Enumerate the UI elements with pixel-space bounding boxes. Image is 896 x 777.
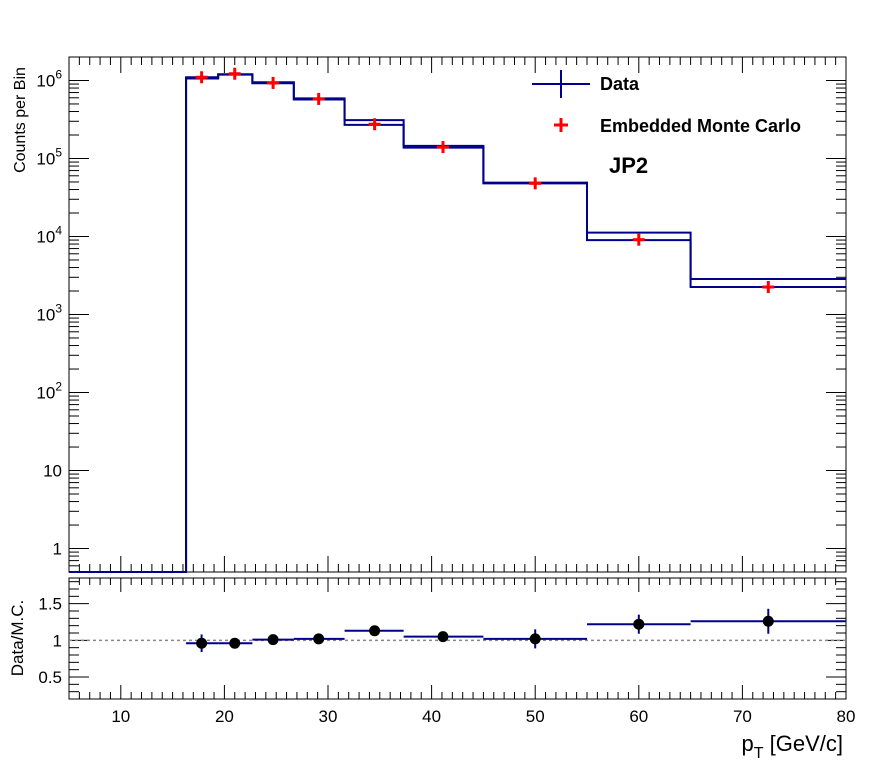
- ratio-point-marker: [267, 634, 279, 646]
- ratio-point-marker: [633, 618, 645, 630]
- x-axis-label-main: p: [741, 731, 753, 756]
- ratio-point: [690, 608, 846, 634]
- ratio-point-marker: [437, 631, 449, 643]
- x-tick-label: 70: [733, 707, 752, 726]
- ratio-point-marker: [196, 637, 208, 649]
- ratio-point-marker: [229, 637, 241, 649]
- ratio-panel-frame: [68, 577, 847, 700]
- ratio-point: [483, 629, 587, 649]
- x-tick-label: 80: [837, 707, 856, 726]
- ratio-point-marker: [313, 633, 325, 645]
- mc-marker: [228, 67, 241, 80]
- x-tick-labels: 10 20 30 40 50 60 70 80: [111, 707, 855, 726]
- ratio-point: [252, 634, 294, 646]
- ratio-point: [403, 631, 484, 643]
- ratio-point: [186, 634, 219, 653]
- ratio-y-tick-label: 1.5: [38, 595, 62, 614]
- top-y-tick-label: 102: [36, 380, 62, 403]
- top-y-axis-label: Counts per Bin: [12, 67, 29, 173]
- ratio-panel-ticks: [69, 578, 847, 700]
- top-y-tick-label-base: 10: [36, 306, 55, 325]
- trigger-annotation: JP2: [609, 153, 648, 178]
- x-axis-label: pT [GeV/c]: [741, 731, 843, 762]
- ratio-point: [344, 625, 404, 637]
- ratio-point: [587, 614, 691, 634]
- top-y-tick-label: 104: [36, 223, 62, 246]
- ratio-y-tick-label: 1: [53, 631, 62, 650]
- ratio-point: [218, 637, 253, 649]
- top-y-tick-label: 105: [36, 145, 62, 168]
- top-y-tick-label-exponent: 4: [55, 223, 62, 237]
- top-y-tick-label-exponent: 5: [55, 145, 62, 159]
- top-y-tick-label: 10: [43, 462, 62, 481]
- mc-marker: [632, 233, 645, 246]
- top-y-tick-label-base: 10: [36, 149, 55, 168]
- top-y-tick-label-base: 10: [36, 227, 55, 246]
- top-y-tick-label: 103: [36, 302, 62, 325]
- ratio-point-marker: [762, 615, 774, 627]
- series-mc-histogram: [69, 73, 846, 573]
- mc-marker: [368, 118, 381, 131]
- mc-step-line: [69, 73, 846, 573]
- top-y-tick-label-exponent: 2: [55, 380, 62, 394]
- ratio-y-tick-labels: 0.5 1 1.5: [38, 595, 62, 687]
- x-tick-label: 40: [422, 707, 441, 726]
- ratio-point: [293, 633, 345, 645]
- legend-mc-label: Embedded Monte Carlo: [600, 116, 801, 136]
- ratio-y-tick-label: 0.5: [38, 668, 62, 687]
- top-y-tick-label: 106: [36, 67, 62, 90]
- series-mc-markers: [195, 67, 775, 294]
- ratio-points: [186, 608, 846, 653]
- x-axis-label-subscript: T: [754, 745, 764, 762]
- ratio-point-marker: [369, 625, 381, 637]
- top-panel-ticks: [69, 56, 847, 573]
- ratio-point-marker: [529, 633, 541, 645]
- top-y-tick-label-base: 10: [43, 462, 62, 481]
- top-y-tick-label-exponent: 3: [55, 302, 62, 316]
- top-y-tick-label-base: 10: [36, 71, 55, 90]
- top-y-tick-label-exponent: 6: [55, 67, 62, 81]
- mc-marker: [195, 71, 208, 84]
- mc-marker: [312, 92, 325, 105]
- top-y-tick-label: 1: [53, 540, 62, 559]
- legend-data-label: Data: [600, 74, 640, 94]
- ratio-y-axis-label: Data/M.C.: [8, 600, 27, 677]
- mc-marker: [436, 141, 449, 154]
- top-y-tick-label-base: 1: [53, 540, 62, 559]
- top-y-tick-label-base: 10: [36, 384, 55, 403]
- mc-marker: [267, 76, 280, 89]
- x-tick-label: 60: [629, 707, 648, 726]
- x-tick-label: 30: [319, 707, 338, 726]
- x-tick-label: 20: [215, 707, 234, 726]
- mc-marker: [762, 281, 775, 294]
- x-tick-label: 50: [526, 707, 545, 726]
- x-tick-label: 10: [111, 707, 130, 726]
- mc-marker: [529, 177, 542, 190]
- legend: Data Embedded Monte Carlo: [532, 70, 801, 136]
- x-axis-label-unit: [GeV/c]: [764, 731, 843, 756]
